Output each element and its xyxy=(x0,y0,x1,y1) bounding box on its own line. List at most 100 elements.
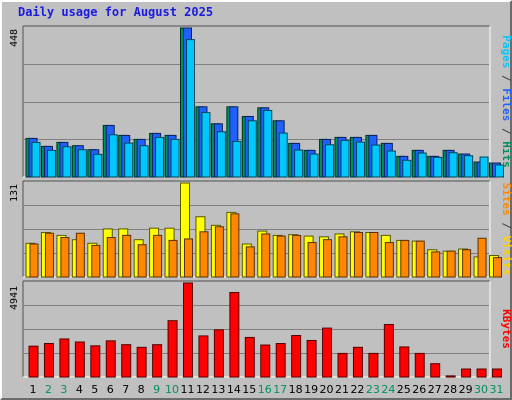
bar-sites-day-4 xyxy=(75,232,85,278)
x-tick-day-16: 16 xyxy=(258,383,272,396)
bar-pages-day-28 xyxy=(448,152,458,178)
bar-kbytes-day-25 xyxy=(399,346,410,378)
chart-title: Daily usage for August 2025 xyxy=(18,5,214,19)
x-tick-day-3: 3 xyxy=(60,383,67,396)
bar-kbytes-day-8 xyxy=(136,346,147,378)
x-tick-day-6: 6 xyxy=(107,383,114,396)
y-max-label: 131 xyxy=(9,184,20,202)
bar-pages-day-24 xyxy=(386,150,396,178)
bar-kbytes-day-17 xyxy=(275,343,286,378)
bar-kbytes-day-11 xyxy=(183,282,193,378)
bar-sites-day-25 xyxy=(400,239,410,278)
bar-sites-day-2 xyxy=(44,232,54,278)
x-tick-day-13: 13 xyxy=(211,383,225,396)
bar-sites-day-24 xyxy=(384,242,394,278)
bar-kbytes-day-13 xyxy=(213,329,224,378)
bar-pages-day-11 xyxy=(186,39,195,178)
bar-pages-day-30 xyxy=(479,156,489,178)
x-tick-day-2: 2 xyxy=(45,383,52,396)
bar-pages-day-7 xyxy=(124,142,134,178)
bar-kbytes-day-22 xyxy=(352,346,363,378)
bar-pages-day-25 xyxy=(402,159,412,178)
x-tick-day-8: 8 xyxy=(138,383,145,396)
bar-pages-day-19 xyxy=(309,153,319,178)
bar-sites-day-30 xyxy=(477,237,487,278)
x-tick-day-23: 23 xyxy=(366,383,380,396)
bar-kbytes-day-6 xyxy=(105,340,116,378)
bar-sites-day-28 xyxy=(446,250,456,278)
x-tick-day-9: 9 xyxy=(153,383,160,396)
bar-kbytes-day-26 xyxy=(414,352,425,378)
legend-kbytes: KBytes xyxy=(500,309,512,349)
x-tick-day-5: 5 xyxy=(91,383,98,396)
bar-pages-day-23 xyxy=(371,144,381,178)
bar-sites-day-21 xyxy=(338,236,348,278)
x-tick-day-15: 15 xyxy=(242,383,256,396)
bar-pages-day-14 xyxy=(232,140,242,178)
bar-kbytes-day-24 xyxy=(383,323,394,378)
bar-sites-day-29 xyxy=(462,249,472,278)
bar-sites-day-14 xyxy=(230,213,240,278)
bar-kbytes-day-1 xyxy=(28,345,39,378)
bar-pages-day-13 xyxy=(216,131,226,178)
x-tick-day-29: 29 xyxy=(459,383,473,396)
bar-sites-day-27 xyxy=(431,251,441,278)
bar-pages-day-20 xyxy=(325,144,335,178)
bar-kbytes-day-28 xyxy=(445,375,456,378)
bar-sites-day-8 xyxy=(137,244,147,278)
bar-pages-day-6 xyxy=(108,134,118,178)
bar-pages-day-9 xyxy=(155,136,165,178)
legend-sites-visits: Sites / Visits xyxy=(500,183,512,276)
x-tick-day-4: 4 xyxy=(76,383,83,396)
bar-sites-day-18 xyxy=(292,234,302,278)
x-tick-day-18: 18 xyxy=(289,383,303,396)
bar-sites-day-26 xyxy=(415,240,425,278)
bar-sites-day-11 xyxy=(184,238,193,278)
bar-sites-day-15 xyxy=(245,246,255,278)
bar-kbytes-day-16 xyxy=(260,344,271,378)
x-tick-day-10: 10 xyxy=(165,383,179,396)
bar-sites-day-12 xyxy=(199,231,209,278)
bar-sites-day-5 xyxy=(91,244,101,278)
bar-sites-day-20 xyxy=(323,239,333,278)
x-tick-day-21: 21 xyxy=(335,383,349,396)
bar-kbytes-day-31 xyxy=(492,368,502,378)
x-tick-day-12: 12 xyxy=(196,383,210,396)
x-tick-day-14: 14 xyxy=(227,383,241,396)
bar-kbytes-day-3 xyxy=(59,338,70,378)
bar-kbytes-day-14 xyxy=(229,292,240,378)
bar-kbytes-day-15 xyxy=(244,336,255,378)
bar-kbytes-day-21 xyxy=(337,352,348,378)
bar-kbytes-day-18 xyxy=(291,335,302,378)
bar-sites-day-6 xyxy=(106,237,116,278)
bar-kbytes-day-20 xyxy=(322,327,333,378)
bar-pages-day-3 xyxy=(62,146,72,178)
bar-sites-day-23 xyxy=(369,232,379,278)
bar-kbytes-day-27 xyxy=(430,363,441,378)
x-tick-day-31: 31 xyxy=(490,383,504,396)
bar-sites-day-22 xyxy=(353,232,363,278)
bar-pages-day-10 xyxy=(170,138,180,178)
bar-pages-day-5 xyxy=(93,153,103,178)
y-max-label: 448 xyxy=(9,29,20,47)
bar-kbytes-day-9 xyxy=(152,344,163,378)
bar-sites-day-3 xyxy=(60,237,70,278)
x-tick-day-7: 7 xyxy=(122,383,129,396)
x-tick-day-19: 19 xyxy=(304,383,318,396)
bar-pages-day-4 xyxy=(77,149,87,178)
bar-pages-day-29 xyxy=(464,155,474,178)
bar-sites-day-31 xyxy=(493,257,502,278)
y-max-label: 4941 xyxy=(9,286,20,310)
bar-sites-day-10 xyxy=(168,239,178,278)
x-tick-day-27: 27 xyxy=(428,383,442,396)
bar-sites-day-16 xyxy=(261,233,271,278)
bar-pages-day-22 xyxy=(355,141,365,178)
bar-kbytes-day-5 xyxy=(90,345,101,378)
x-tick-day-11: 11 xyxy=(181,383,195,396)
bar-sites-day-19 xyxy=(307,242,317,278)
bar-pages-day-8 xyxy=(139,145,149,178)
x-tick-day-25: 25 xyxy=(397,383,411,396)
bar-sites-day-13 xyxy=(214,226,224,278)
bar-kbytes-day-30 xyxy=(476,368,487,378)
